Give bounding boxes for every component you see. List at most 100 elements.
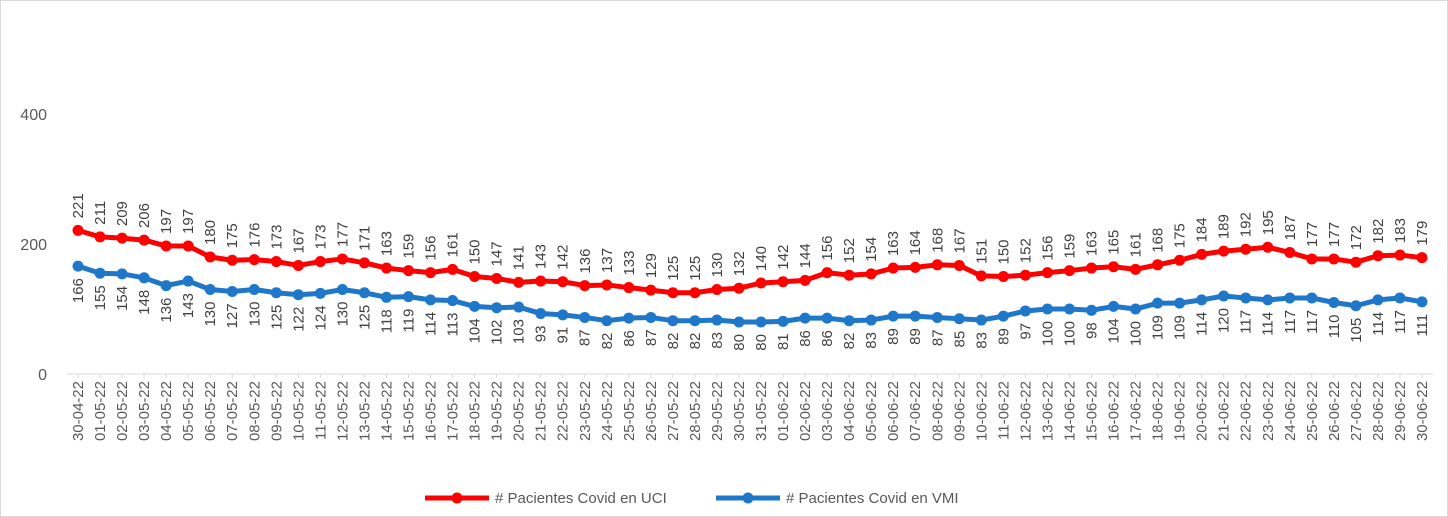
data-label: 168 bbox=[929, 228, 946, 253]
x-tick-label: 04-05-22 bbox=[158, 381, 175, 441]
x-tick-label: 26-05-22 bbox=[643, 381, 660, 441]
x-tick-label: 01-05-22 bbox=[92, 381, 109, 441]
x-tick-label: 03-05-22 bbox=[136, 381, 153, 441]
data-label: 175 bbox=[1172, 223, 1189, 248]
data-point bbox=[1306, 292, 1318, 304]
data-label: 129 bbox=[643, 253, 660, 278]
data-point bbox=[513, 276, 525, 288]
data-point bbox=[1262, 241, 1274, 253]
data-label: 105 bbox=[1348, 318, 1365, 343]
data-label: 179 bbox=[1414, 221, 1431, 246]
data-label: 117 bbox=[1238, 310, 1255, 334]
x-tick-label: 02-06-22 bbox=[797, 381, 814, 441]
x-tick-label: 05-06-22 bbox=[863, 381, 880, 441]
data-point bbox=[799, 274, 811, 286]
data-label: 133 bbox=[621, 251, 638, 276]
data-point bbox=[292, 259, 304, 271]
legend-label-0: # Pacientes Covid en UCI bbox=[495, 490, 667, 507]
data-point bbox=[689, 315, 701, 327]
data-point bbox=[513, 301, 525, 313]
x-tick-label: 25-06-22 bbox=[1304, 381, 1321, 441]
data-point bbox=[469, 300, 481, 312]
data-point bbox=[997, 310, 1009, 322]
data-point bbox=[601, 315, 613, 327]
data-point bbox=[557, 276, 569, 288]
data-point bbox=[1108, 261, 1120, 273]
data-label: 175 bbox=[224, 223, 241, 248]
data-point bbox=[1240, 292, 1252, 304]
data-point bbox=[667, 287, 679, 299]
x-tick-label: 15-06-22 bbox=[1084, 381, 1101, 441]
x-tick-label: 24-06-22 bbox=[1282, 381, 1299, 441]
data-point bbox=[94, 267, 106, 279]
y-tick-label: 400 bbox=[20, 107, 47, 124]
data-label-layer: 221 211 209 206 197 197 180 175 176 173 167 173 177 1… bbox=[70, 193, 1431, 350]
data-label: 197 bbox=[180, 209, 197, 234]
x-tick-label: 14-06-22 bbox=[1061, 381, 1078, 441]
data-point bbox=[953, 259, 965, 271]
data-point bbox=[380, 291, 392, 303]
data-point bbox=[1152, 297, 1164, 309]
data-label: 113 bbox=[445, 313, 462, 337]
x-tick-label: 08-05-22 bbox=[246, 381, 263, 441]
data-point bbox=[1284, 292, 1296, 304]
data-point bbox=[1218, 245, 1230, 257]
data-point bbox=[72, 260, 84, 272]
data-label: 114 bbox=[1194, 312, 1211, 336]
data-label: 156 bbox=[1039, 236, 1056, 261]
data-point bbox=[270, 256, 282, 268]
data-label: 209 bbox=[114, 201, 131, 226]
data-point bbox=[226, 285, 238, 297]
data-label: 142 bbox=[775, 245, 792, 270]
data-point bbox=[270, 287, 282, 299]
data-point bbox=[733, 316, 745, 328]
data-point bbox=[292, 289, 304, 301]
data-point bbox=[1130, 263, 1142, 275]
data-label: 180 bbox=[202, 220, 219, 245]
data-label: 173 bbox=[312, 225, 329, 250]
data-label: 144 bbox=[797, 243, 814, 268]
data-point bbox=[1019, 269, 1031, 281]
legend-marker-0 bbox=[451, 492, 463, 504]
data-label: 114 bbox=[1370, 312, 1387, 336]
data-label: 82 bbox=[841, 333, 858, 350]
data-point bbox=[336, 253, 348, 265]
x-tick-label: 30-06-22 bbox=[1414, 381, 1431, 441]
y-tick-label: 0 bbox=[38, 367, 47, 384]
x-tick-label: 12-06-22 bbox=[1017, 381, 1034, 441]
data-point bbox=[1416, 296, 1428, 308]
data-label: 173 bbox=[268, 225, 285, 250]
data-label: 164 bbox=[907, 230, 924, 255]
data-point bbox=[1394, 292, 1406, 304]
data-label: 155 bbox=[92, 285, 109, 310]
data-label: 130 bbox=[334, 302, 351, 327]
y-tick-label: 200 bbox=[20, 237, 47, 254]
x-tick-label: 29-05-22 bbox=[709, 381, 726, 441]
data-label: 104 bbox=[467, 318, 484, 343]
data-point bbox=[491, 272, 503, 284]
data-point bbox=[248, 284, 260, 295]
data-label: 166 bbox=[70, 278, 87, 303]
data-point bbox=[160, 240, 172, 252]
data-point bbox=[975, 270, 987, 282]
data-label: 163 bbox=[885, 231, 902, 256]
data-point bbox=[1019, 305, 1031, 317]
data-label: 89 bbox=[907, 328, 924, 345]
x-tick-label: 15-05-22 bbox=[401, 381, 418, 441]
data-label: 119 bbox=[401, 309, 418, 333]
data-label: 83 bbox=[863, 332, 880, 349]
data-label: 161 bbox=[445, 232, 462, 257]
data-point bbox=[755, 277, 767, 289]
data-label: 117 bbox=[1282, 310, 1299, 334]
x-tick-label: 30-05-22 bbox=[731, 381, 748, 441]
data-point bbox=[160, 280, 172, 292]
x-tick-label: 07-06-22 bbox=[907, 381, 924, 441]
data-point bbox=[1372, 250, 1384, 262]
data-label: 86 bbox=[797, 330, 814, 347]
data-point bbox=[579, 311, 591, 323]
data-point bbox=[116, 268, 128, 280]
data-label: 114 bbox=[1260, 312, 1277, 336]
data-point bbox=[535, 275, 547, 287]
